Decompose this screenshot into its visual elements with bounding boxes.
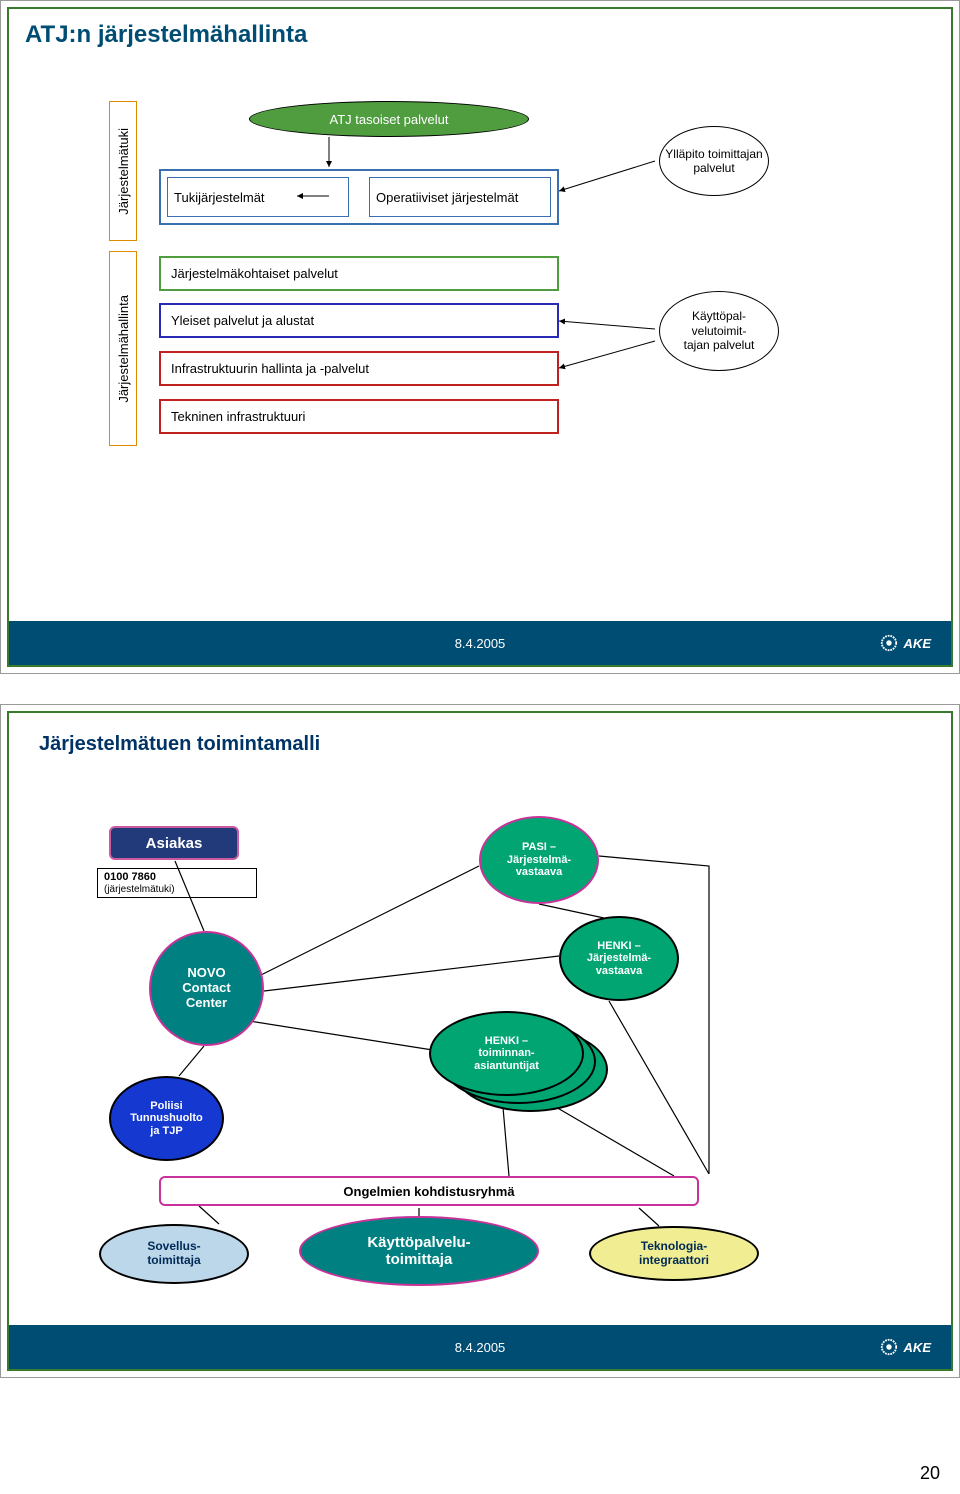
slide-2-title: Järjestelmätuen toimintamalli [39,733,951,756]
ake-logo: AKE [880,1338,931,1356]
asiakas-box: Asiakas [109,826,239,860]
slide-2: Järjestelmätuen toimintamalli Asiakas 010… [0,704,960,1378]
arch-row: Yleiset palvelut ja alustat [159,303,559,338]
sovellus-ellipse: Sovellus-toimittaja [99,1224,249,1284]
arch-row: Järjestelmäkohtaiset palvelut [159,256,559,291]
slide-2-date: 8.4.2005 [455,1340,506,1355]
kayttopalvelu-ellipse: Käyttöpalvelu-toimittaja [299,1216,539,1286]
slide-1-date: 8.4.2005 [455,636,506,651]
atj-tasoiset-ellipse: ATJ tasoiset palvelut [249,101,529,137]
henki-vastaava-ellipse: HENKI –Järjestelmä-vastaava [559,916,679,1001]
slide-2-inner: Järjestelmätuen toimintamalli Asiakas 010… [7,711,953,1371]
novo-circle: NOVOContactCenter [149,931,264,1046]
slide-2-diagram: Asiakas 0100 7860(järjestelmätuki) NOVOCon… [49,776,911,1336]
arch-row: Infrastruktuurin hallinta ja -palvelut [159,351,559,386]
slide-1-diagram: Järjestelmätuki Järjestelmähallinta ATJ ta… [29,71,931,591]
phone-box: 0100 7860(järjestelmätuki) [97,868,257,898]
arch-row: Tekninen infrastruktuuri [159,399,559,434]
slide-1-title: ATJ:n järjestelmähallinta [9,9,951,61]
vertical-label: Järjestelmähallinta [109,251,137,446]
ongelma-box: Ongelmien kohdistusryhmä [159,1176,699,1206]
slide-1: ATJ:n järjestelmähallinta Järjestelmätuk… [0,0,960,674]
vertical-label: Järjestelmätuki [109,101,137,241]
pasi-ellipse: PASI –Järjestelmä-vastaava [479,816,599,904]
teknologia-ellipse: Teknologia-integraattori [589,1226,759,1281]
slide-1-inner: ATJ:n järjestelmähallinta Järjestelmätuk… [7,7,953,667]
poliisi-ellipse: PoliisiTunnushuoltoja TJP [109,1076,224,1161]
henki-toiminnan-ellipse: HENKI –toiminnan-asiantuntijat [429,1011,584,1096]
slide-1-footer: 8.4.2005 AKE [9,621,951,665]
arch-row-top: TukijärjestelmätOperatiiviset järjestelm… [159,169,559,225]
right-ellipse: Ylläpito toimittajan palvelut [659,126,769,196]
right-ellipse: Käyttöpal-velutoimit-tajan palvelut [659,291,779,371]
slide-2-footer: 8.4.2005 AKE [9,1325,951,1369]
ake-logo: AKE [880,634,931,652]
page-number: 20 [920,1463,940,1484]
